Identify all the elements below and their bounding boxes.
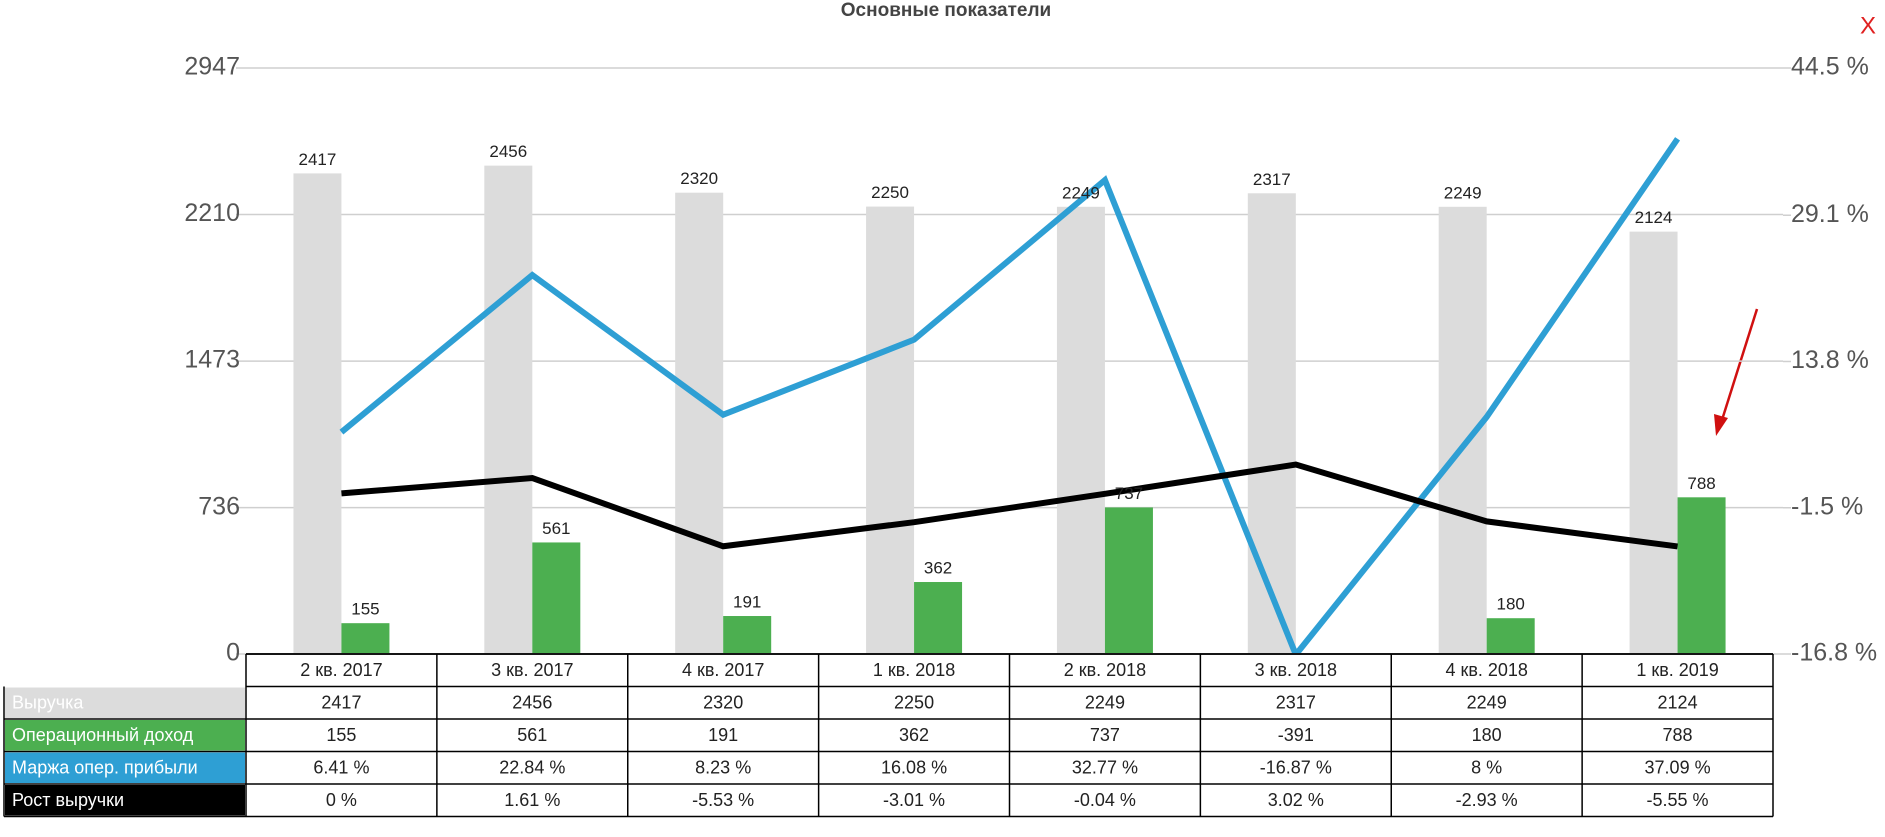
- table-cell: -2.93 %: [1456, 790, 1518, 810]
- table-cell: -16.87 %: [1260, 758, 1332, 778]
- close-button[interactable]: X: [1860, 12, 1876, 39]
- y-tick-label: 736: [198, 492, 240, 520]
- bar: [1486, 618, 1535, 654]
- bar: [675, 192, 724, 654]
- y-tick-label: 2947: [184, 53, 240, 81]
- table-cell: 737: [1090, 725, 1120, 745]
- table-cell: 32.77 %: [1072, 758, 1138, 778]
- table-cell: 2124: [1658, 693, 1698, 713]
- x-tick-label: 2 кв. 2017: [300, 660, 383, 680]
- y-tick-label: 2210: [184, 199, 240, 227]
- data-label: 2249: [1444, 183, 1482, 202]
- table-cell: -0.04 %: [1074, 790, 1136, 810]
- table-cell: 788: [1663, 725, 1693, 745]
- data-label: 737: [1115, 484, 1143, 503]
- data-label: 2124: [1635, 208, 1673, 227]
- table-cell: 2317: [1276, 693, 1316, 713]
- data-label: 2417: [299, 150, 337, 169]
- legend-label: Операционный доход: [12, 725, 194, 745]
- bar: [341, 623, 390, 654]
- table-cell: 2249: [1467, 693, 1507, 713]
- data-label: 2250: [871, 183, 909, 202]
- table-cell: 155: [326, 725, 356, 745]
- y-tick-label: 1473: [184, 346, 240, 374]
- table-cell: -391: [1278, 725, 1314, 745]
- legend-swatch: [5, 752, 245, 783]
- bar: [1629, 231, 1678, 654]
- y2-tick-label: 44.5 %: [1791, 53, 1869, 81]
- legend-label: Маржа опер. прибыли: [12, 758, 198, 778]
- x-tick-label: 1 кв. 2019: [1636, 660, 1719, 680]
- table-cell: 362: [899, 725, 929, 745]
- table-cell: 2250: [894, 693, 934, 713]
- bar: [1104, 507, 1153, 654]
- legend-label: Выручка: [12, 693, 84, 713]
- bar: [866, 206, 915, 654]
- data-label: 2317: [1253, 170, 1291, 189]
- chart-title: Основные показатели: [841, 0, 1051, 21]
- data-label: 561: [542, 519, 570, 538]
- data-label: 788: [1687, 474, 1715, 493]
- table-cell: 2417: [321, 693, 361, 713]
- data-label: 155: [351, 600, 379, 619]
- table-cell: -5.55 %: [1647, 790, 1709, 810]
- table-cell: 37.09 %: [1645, 758, 1711, 778]
- line-series: [341, 461, 1678, 550]
- table-cell: 22.84 %: [499, 758, 565, 778]
- table-cell: 8 %: [1471, 758, 1502, 778]
- plot-area: [293, 137, 1726, 655]
- table-cell: 8.23 %: [695, 758, 751, 778]
- bar: [1247, 193, 1296, 654]
- y2-tick-label: 13.8 %: [1791, 346, 1869, 374]
- table-cell: 16.08 %: [881, 758, 947, 778]
- table-cell: 6.41 %: [313, 758, 369, 778]
- x-tick-label: 4 кв. 2018: [1445, 660, 1528, 680]
- y2-tick-label: -16.8 %: [1791, 639, 1877, 667]
- bar: [484, 165, 533, 654]
- table-cell: -3.01 %: [883, 790, 945, 810]
- data-label: 191: [733, 593, 761, 612]
- data-label: 2320: [680, 169, 718, 188]
- table-cell: 1.61 %: [504, 790, 560, 810]
- legend-label: Рост выручки: [12, 790, 124, 810]
- legend-swatch: [5, 687, 245, 718]
- x-tick-label: 4 кв. 2017: [682, 660, 765, 680]
- table-cell: 2249: [1085, 693, 1125, 713]
- table-cell: 0 %: [326, 790, 357, 810]
- y2-tick-label: 29.1 %: [1791, 200, 1869, 228]
- data-label: 2249: [1062, 183, 1100, 202]
- bar: [1056, 206, 1105, 654]
- bar: [293, 173, 342, 654]
- annotation-arrow: [1714, 308, 1759, 436]
- y2-tick-label: -1.5 %: [1791, 492, 1863, 520]
- bar: [1677, 497, 1726, 654]
- legend-swatch: [5, 785, 245, 816]
- x-tick-label: 1 кв. 2018: [873, 660, 956, 680]
- table-cell: 180: [1472, 725, 1502, 745]
- x-tick-label: 3 кв. 2017: [491, 660, 574, 680]
- x-tick-label: 2 кв. 2018: [1064, 660, 1147, 680]
- table-cell: -5.53 %: [692, 790, 754, 810]
- bar: [914, 582, 963, 654]
- table-cell: 3.02 %: [1268, 790, 1324, 810]
- line-series: [339, 137, 1681, 655]
- y-tick-label: 0: [226, 639, 240, 667]
- x-tick-label: 3 кв. 2018: [1255, 660, 1338, 680]
- bar: [532, 542, 581, 654]
- table-cell: 2456: [512, 693, 552, 713]
- bar: [723, 616, 772, 654]
- data-label: 362: [924, 559, 952, 578]
- table-cell: 191: [708, 725, 738, 745]
- data-label: 2456: [489, 142, 527, 161]
- data-label: 180: [1497, 595, 1525, 614]
- table-cell: 561: [517, 725, 547, 745]
- legend-swatch: [5, 720, 245, 751]
- table-cell: 2320: [703, 693, 743, 713]
